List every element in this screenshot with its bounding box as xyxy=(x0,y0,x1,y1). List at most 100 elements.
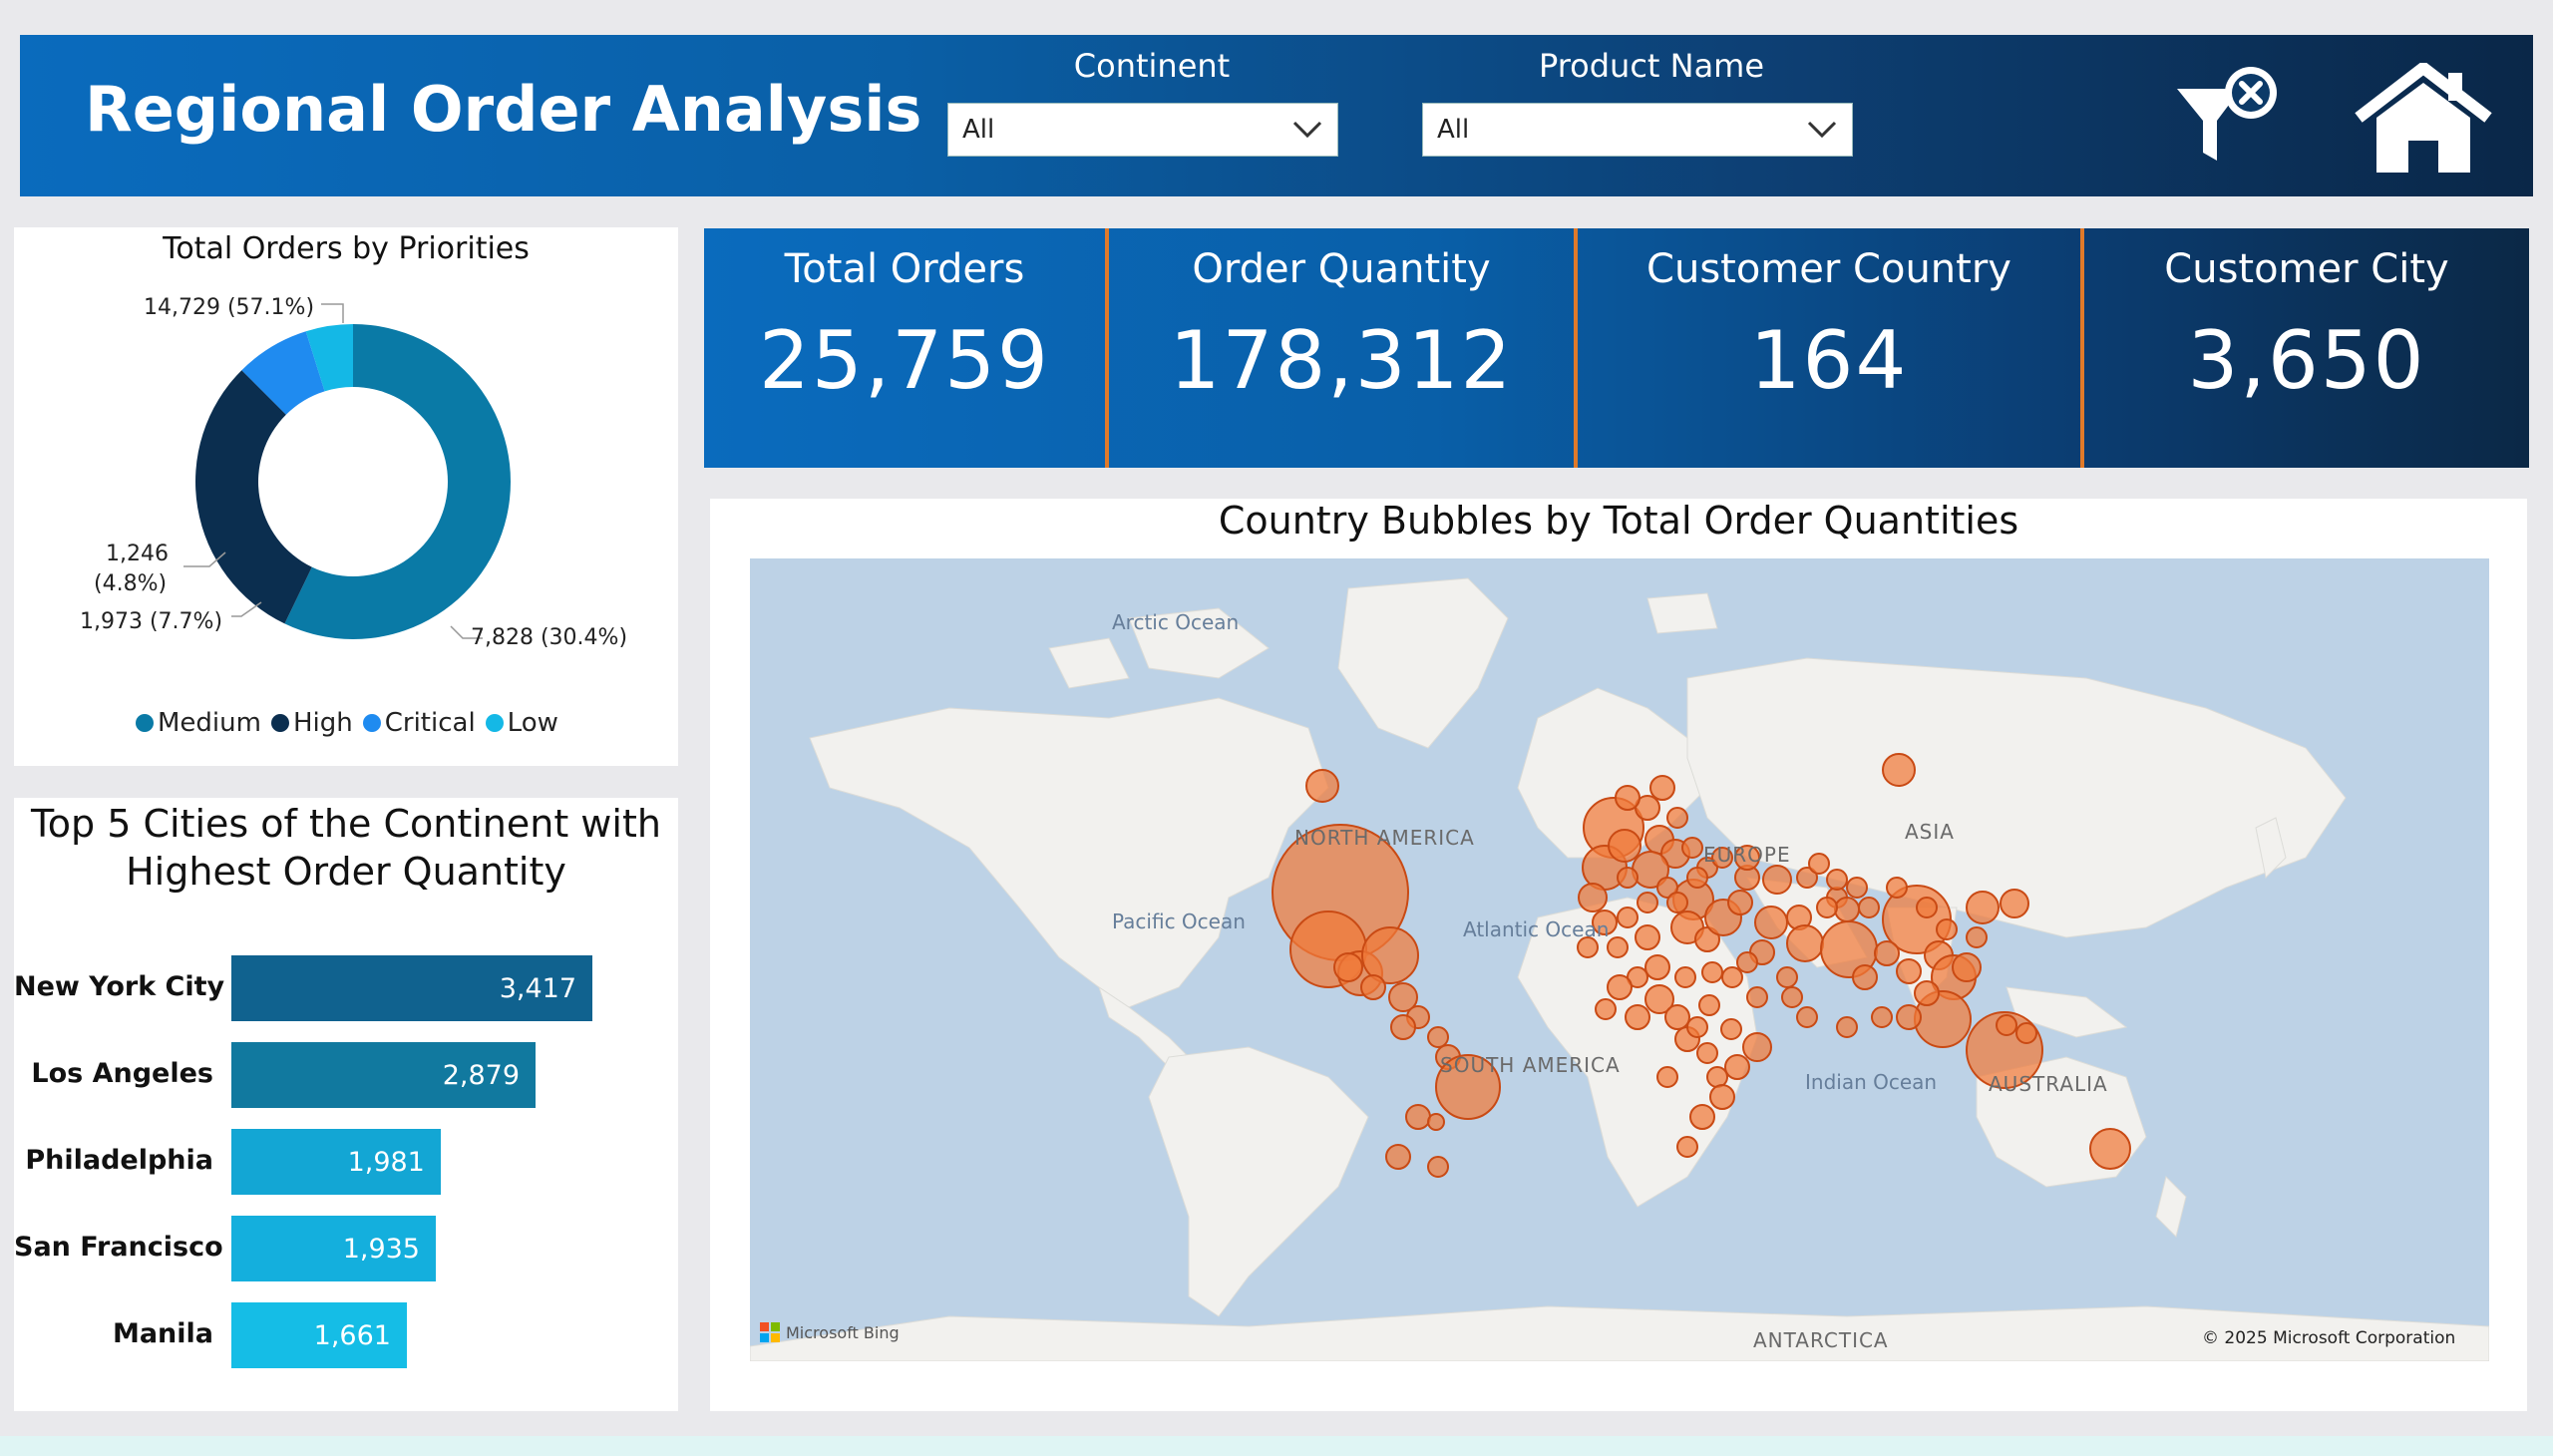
country-bubble[interactable] xyxy=(1577,936,1599,958)
country-bubble[interactable] xyxy=(1721,966,1743,988)
country-bubble[interactable] xyxy=(1816,897,1838,918)
country-bubble[interactable] xyxy=(1361,926,1419,984)
country-bubble[interactable] xyxy=(1966,926,1988,948)
country-bubble[interactable] xyxy=(1762,865,1792,895)
country-bubble[interactable] xyxy=(1709,1084,1735,1110)
country-bubble[interactable] xyxy=(1637,892,1658,913)
country-bubble[interactable] xyxy=(1871,1006,1893,1028)
country-bubble[interactable] xyxy=(1781,986,1803,1008)
country-bubble[interactable] xyxy=(1724,1054,1750,1080)
country-bubble[interactable] xyxy=(1706,1066,1728,1088)
country-bubble[interactable] xyxy=(1427,1026,1449,1048)
donut-slice-medium[interactable] xyxy=(284,324,511,639)
country-bubble[interactable] xyxy=(1305,769,1339,803)
product-dropdown[interactable]: All xyxy=(1422,103,1853,157)
country-bubble[interactable] xyxy=(1858,897,1880,918)
country-bubble[interactable] xyxy=(1711,847,1733,869)
bar-san-francisco[interactable]: 1,935 xyxy=(231,1216,436,1281)
country-bubble[interactable] xyxy=(1333,952,1363,982)
country-bubble[interactable] xyxy=(1625,1004,1650,1030)
bubble-map[interactable]: Arctic Ocean Pacific Ocean Atlantic Ocea… xyxy=(750,558,2489,1361)
country-bubble[interactable] xyxy=(1666,807,1688,829)
legend-item-medium[interactable]: Medium xyxy=(136,708,261,738)
country-bubble[interactable] xyxy=(1360,974,1386,1000)
country-bubble[interactable] xyxy=(1916,897,1938,918)
donut-slice-critical[interactable] xyxy=(241,331,325,415)
country-bubble[interactable] xyxy=(1674,966,1696,988)
legend-item-critical[interactable]: Critical xyxy=(362,708,476,738)
bar-manila[interactable]: 1,661 xyxy=(231,1302,407,1368)
country-bubble[interactable] xyxy=(1405,1104,1431,1130)
country-bubble[interactable] xyxy=(1388,982,1418,1012)
country-bubble[interactable] xyxy=(1734,845,1760,871)
country-bubble[interactable] xyxy=(1686,867,1708,889)
country-bubble[interactable] xyxy=(1666,892,1688,913)
clear-filter-icon[interactable] xyxy=(2169,57,2289,177)
country-bubble[interactable] xyxy=(1882,753,1916,787)
country-bubble[interactable] xyxy=(1615,785,1641,811)
country-bubble[interactable] xyxy=(1676,1136,1698,1158)
country-bubble[interactable] xyxy=(1836,1016,1858,1038)
country-bubble[interactable] xyxy=(1686,1016,1708,1038)
country-bubble[interactable] xyxy=(1696,1042,1718,1064)
country-bubble[interactable] xyxy=(1578,883,1608,912)
country-bubble[interactable] xyxy=(1896,1004,1922,1030)
country-bubble[interactable] xyxy=(1736,951,1758,973)
donut-slice-high[interactable] xyxy=(194,370,312,624)
country-bubble[interactable] xyxy=(1727,890,1753,915)
country-bubble[interactable] xyxy=(1607,974,1633,1000)
country-bubble[interactable] xyxy=(1390,1014,1416,1040)
country-bubble[interactable] xyxy=(1617,907,1639,928)
country-bubble[interactable] xyxy=(2000,889,2029,918)
country-bubble[interactable] xyxy=(1834,897,1860,922)
country-bubble[interactable] xyxy=(1720,1018,1742,1040)
home-icon[interactable] xyxy=(2349,63,2498,178)
country-bubble[interactable] xyxy=(1656,877,1678,899)
country-bubble[interactable] xyxy=(1996,1014,2017,1036)
country-bubble[interactable] xyxy=(1886,877,1908,899)
country-bubble[interactable] xyxy=(1656,1066,1678,1088)
country-bubble[interactable] xyxy=(1595,998,1617,1020)
country-bubble[interactable] xyxy=(1952,952,1982,982)
country-bubble[interactable] xyxy=(1826,869,1848,891)
country-bubble[interactable] xyxy=(1635,924,1660,950)
country-bubble[interactable] xyxy=(1681,837,1703,859)
country-bubble[interactable] xyxy=(1874,940,1900,966)
country-bubble[interactable] xyxy=(1385,1144,1411,1170)
country-bubble[interactable] xyxy=(1427,1113,1445,1131)
country-bubble[interactable] xyxy=(1796,1006,1818,1028)
country-bubble[interactable] xyxy=(1607,936,1629,958)
country-bubble[interactable] xyxy=(1701,961,1723,983)
bar-los-angeles[interactable]: 2,879 xyxy=(231,1042,536,1108)
country-bubble[interactable] xyxy=(1689,1104,1715,1130)
country-bubble[interactable] xyxy=(1896,958,1922,984)
country-bubble[interactable] xyxy=(2015,1022,2037,1044)
country-bubble[interactable] xyxy=(1427,1156,1449,1178)
country-bubble[interactable] xyxy=(1746,986,1768,1008)
country-bubble[interactable] xyxy=(1608,829,1641,863)
country-bubble[interactable] xyxy=(1936,918,1958,940)
country-bubble[interactable] xyxy=(1966,891,2000,924)
country-bubble[interactable] xyxy=(1435,1054,1501,1120)
country-bubble[interactable] xyxy=(1644,954,1670,980)
continent-dropdown[interactable]: All xyxy=(947,103,1338,157)
bar-new-york-city[interactable]: 3,417 xyxy=(231,955,592,1021)
legend-item-high[interactable]: High xyxy=(270,708,353,738)
country-bubble[interactable] xyxy=(1742,1032,1772,1062)
country-bubble[interactable] xyxy=(2089,1128,2131,1170)
country-bubble[interactable] xyxy=(1644,984,1674,1014)
country-bubble[interactable] xyxy=(1617,867,1639,889)
country-bubble[interactable] xyxy=(1852,964,1878,990)
country-bubble[interactable] xyxy=(1649,775,1675,801)
country-bubble[interactable] xyxy=(1914,980,1940,1006)
country-bubble[interactable] xyxy=(1786,924,1824,962)
donut-slice-low[interactable] xyxy=(305,324,353,392)
country-bubble[interactable] xyxy=(1698,994,1720,1016)
country-bubble[interactable] xyxy=(1754,906,1788,939)
country-bubble[interactable] xyxy=(1776,966,1798,988)
legend-item-low[interactable]: Low xyxy=(485,708,558,738)
country-bubble[interactable] xyxy=(1664,1004,1690,1030)
country-bubble[interactable] xyxy=(1846,877,1868,899)
country-bubble[interactable] xyxy=(1808,853,1830,875)
country-bubble[interactable] xyxy=(1592,910,1618,935)
